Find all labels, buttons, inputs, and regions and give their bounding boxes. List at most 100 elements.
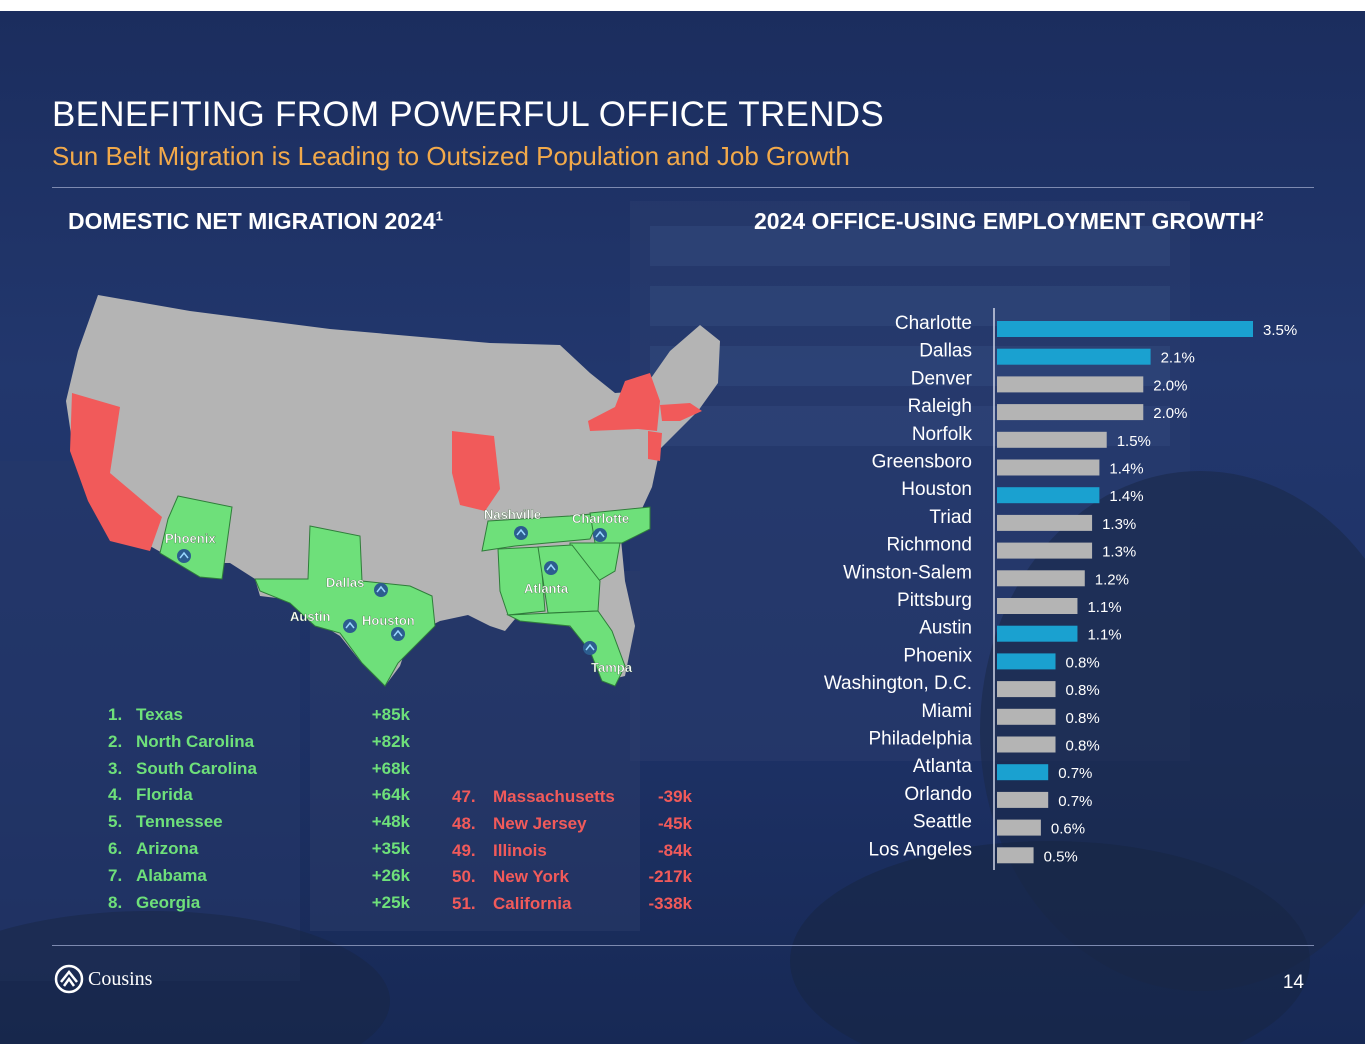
state-name: New Jersey: [493, 813, 587, 833]
rank-number: 2.: [108, 731, 123, 751]
employment-heading-footnote: 2: [1256, 208, 1264, 224]
cousins-market-icon: [343, 619, 357, 633]
map-marker-charlotte: Charlotte: [572, 511, 629, 542]
cousins-logo: Cousins: [54, 964, 152, 994]
bar-value-label: 1.4%: [1109, 488, 1143, 505]
map-state-tennessee: [481, 512, 603, 552]
map-city-label: Nashville: [484, 507, 541, 522]
cousins-logo-text: Cousins: [88, 967, 153, 990]
category-label: Phoenix: [903, 645, 972, 666]
rank-number: 1.: [108, 705, 123, 724]
employment-heading-text: 2024 OFFICE-USING EMPLOYMENT GROWTH: [754, 208, 1257, 234]
bar: [997, 376, 1144, 393]
rank-number: 51.: [452, 894, 476, 914]
bar-value-label: 0.8%: [1066, 738, 1100, 755]
category-label: Triad: [929, 507, 972, 528]
map-state-california: [70, 393, 162, 551]
market-icon-glyph: [546, 563, 556, 571]
market-icon-glyph: [585, 643, 595, 651]
cousins-market-icon: [593, 528, 607, 542]
map-city-label: Tampa: [591, 660, 633, 675]
bar-value-label: 2.0%: [1153, 405, 1187, 422]
migration-value: -338k: [648, 894, 692, 914]
bar: [997, 847, 1034, 864]
map-city-label: Charlotte: [572, 511, 629, 526]
top-gainers-list: 1. Texas +85k 2. North Carolina +82k 3. South C…: [108, 705, 410, 925]
map-state-massachusetts: [660, 403, 702, 421]
map-city-label: Houston: [362, 613, 415, 628]
migration-value: +26k: [371, 865, 410, 885]
bar: [997, 459, 1100, 476]
bar: [997, 542, 1093, 559]
map-state-illinois: [452, 431, 500, 511]
category-label: Miami: [921, 701, 972, 722]
bar: [997, 653, 1056, 670]
rank-number: 5.: [108, 812, 123, 832]
migration-value: +85k: [371, 705, 410, 724]
map-state-florida: [506, 610, 626, 687]
map-marker-austin: Austin: [290, 609, 357, 633]
category-label: Atlanta: [913, 756, 973, 777]
map-state-new-york: [588, 373, 660, 431]
category-label: Orlando: [904, 784, 972, 805]
title-divider: [52, 187, 1314, 188]
map-state-new-jersey: [648, 431, 662, 461]
rank-number: 7.: [108, 865, 123, 885]
bar: [997, 431, 1107, 448]
category-label: Seattle: [913, 812, 972, 833]
migration-value: +68k: [371, 758, 410, 778]
cousins-market-icon: [374, 583, 388, 597]
bar: [997, 487, 1100, 504]
market-icon-glyph: [393, 629, 403, 637]
employment-growth-bar-chart: Charlotte 3.5% Dallas 2.1% Denver 2.0% Raleigh…: [824, 308, 1297, 870]
bar-value-label: 1.1%: [1087, 599, 1121, 616]
category-label: Pittsburg: [897, 590, 972, 611]
map-state-alabama: [497, 546, 546, 616]
category-label: Austin: [919, 618, 972, 639]
bar: [997, 598, 1078, 614]
state-name: Florida: [136, 785, 193, 805]
category-label: Denver: [911, 368, 973, 389]
page-number: 14: [1282, 972, 1304, 993]
map-marker-nashville: Nashville: [484, 507, 541, 540]
cousins-market-icon: [514, 526, 528, 540]
category-label: Washington, D.C.: [824, 673, 972, 694]
map-city-label: Dallas: [326, 575, 364, 590]
migration-value: +35k: [371, 839, 410, 858]
bar: [997, 791, 1049, 808]
bar: [997, 625, 1078, 642]
cousins-market-icon: [177, 549, 191, 563]
map-city-label: Austin: [290, 609, 331, 624]
cousins-market-icon: [544, 561, 558, 575]
migration-heading-footnote: 1: [435, 208, 443, 224]
bar-value-label: 0.6%: [1051, 821, 1085, 838]
bar: [997, 514, 1093, 531]
rank-number: 6.: [108, 839, 123, 858]
migration-value: -217k: [648, 867, 692, 887]
state-name: Illinois: [493, 840, 547, 860]
bar: [997, 819, 1041, 836]
bar: [997, 681, 1056, 698]
state-name: Texas: [136, 705, 183, 724]
bar: [997, 708, 1056, 725]
map-city-label: Phoenix: [165, 531, 216, 546]
cousins-market-icon: [391, 627, 405, 641]
rank-number: 49.: [452, 840, 476, 860]
migration-value: -45k: [657, 813, 692, 833]
market-icon-glyph: [179, 551, 189, 559]
page-title: BENEFITING FROM POWERFUL OFFICE TRENDS: [52, 95, 884, 134]
category-label: Charlotte: [895, 313, 972, 334]
migration-heading: DOMESTIC NET MIGRATION 20241: [68, 208, 443, 235]
top-losers-list: 47. Massachusetts -39k 48. New Jersey -45k 49.…: [452, 787, 692, 927]
market-icon-glyph: [516, 528, 526, 536]
footer-divider: [52, 945, 1314, 946]
category-label: Greensboro: [872, 452, 972, 473]
map-marker-dallas: Dallas: [326, 575, 388, 597]
bar-value-label: 0.8%: [1066, 654, 1100, 671]
bar: [997, 764, 1049, 781]
map-marker-houston: Houston: [362, 613, 415, 641]
rank-number: 4.: [108, 785, 123, 805]
category-label: Houston: [901, 479, 972, 500]
bar-value-label: 0.8%: [1066, 682, 1100, 699]
us-migration-map: Phoenix Dallas Austin Houston Nashville Charl…: [66, 295, 720, 687]
